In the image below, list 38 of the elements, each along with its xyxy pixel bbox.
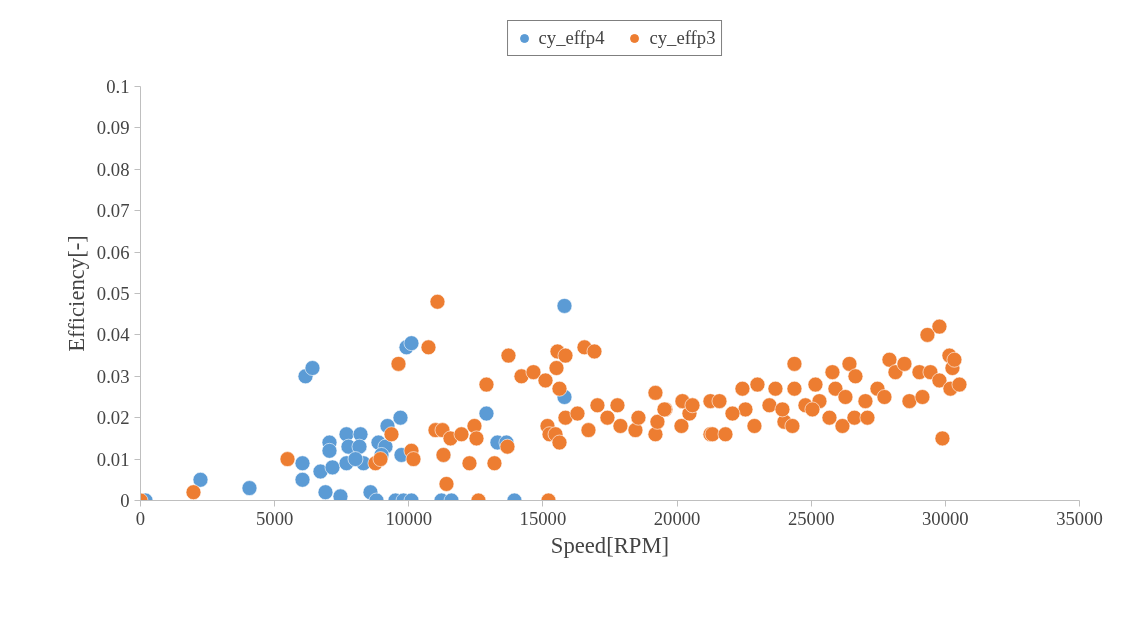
x-axis-title: Speed[RPM]: [550, 532, 670, 558]
y-tick-label: 0: [120, 490, 130, 511]
point: [392, 409, 409, 426]
x-tick-label: 0: [135, 507, 146, 529]
x-tick-label: 30000: [922, 507, 969, 529]
y-tick-label: 0.04: [96, 324, 131, 346]
point: [556, 298, 573, 314]
y-tick-label: 0.1: [106, 76, 130, 97]
y-tick-label: 0.09: [96, 117, 130, 139]
point: [347, 451, 364, 467]
x-tick-label: 25000: [787, 507, 835, 529]
point: [321, 443, 338, 459]
y-tick-label: 0.01: [96, 448, 130, 470]
point: [332, 488, 349, 501]
y-tick-label: 0.07: [96, 200, 130, 222]
x-tick-label: 15000: [519, 507, 567, 529]
point: [324, 459, 341, 476]
y-tick-label: 0.03: [96, 365, 130, 387]
point: [294, 472, 311, 488]
y-tick-label: 0.05: [96, 283, 130, 304]
point: [478, 405, 495, 422]
x-tick-label: 20000: [653, 507, 701, 529]
x-tick-label: 35000: [1056, 507, 1103, 529]
legend-label: cy_effp3: [649, 27, 716, 49]
x-tick-label: 10000: [385, 507, 433, 529]
point: [351, 438, 368, 455]
point: [241, 480, 258, 496]
point: [192, 472, 209, 488]
point: [317, 484, 334, 501]
point: [294, 455, 311, 472]
legend-label: cy_effp4: [538, 27, 605, 49]
y-axis-title: Efficiency[-]: [63, 235, 89, 352]
x-tick-label: 5000: [255, 507, 294, 529]
point: [403, 335, 420, 351]
y-tick-label: 0.08: [96, 158, 130, 180]
point: [304, 360, 321, 376]
y-tick-label: 0.06: [96, 241, 130, 263]
y-tick-label: 0.02: [96, 407, 130, 429]
